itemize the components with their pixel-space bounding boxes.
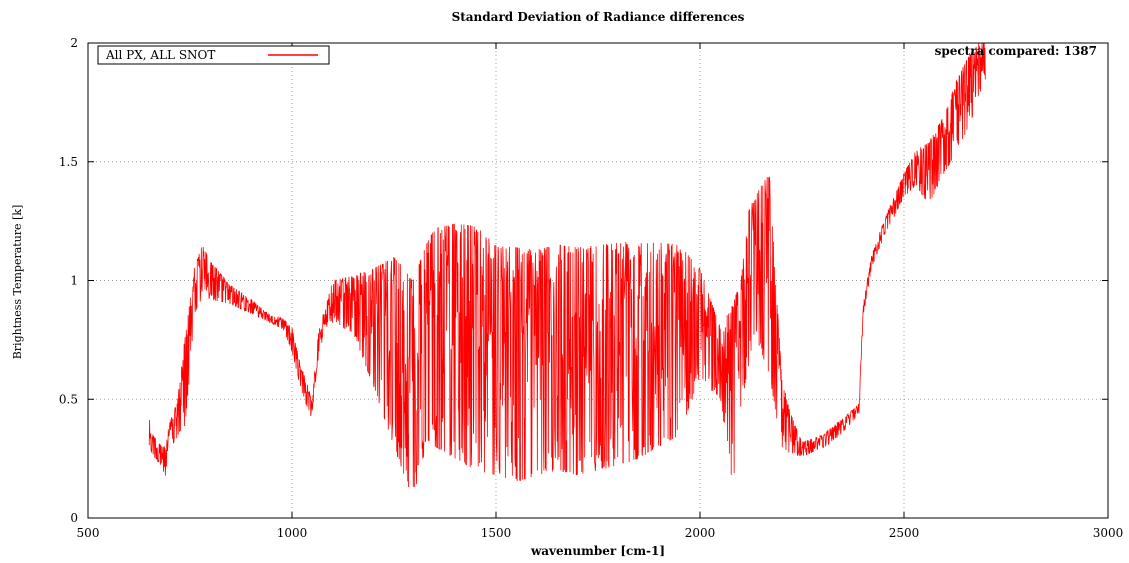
y-tick-label: 1.5 [59, 155, 78, 169]
x-tick-label: 500 [77, 526, 100, 540]
y-tick-label: 2 [70, 36, 78, 50]
y-axis-label: Brightness Temperature [k] [11, 205, 24, 360]
y-tick-label: 0 [70, 511, 78, 525]
x-tick-labels: 500 1000 1500 2000 2500 3000 [77, 526, 1124, 540]
x-tick-label: 1000 [277, 526, 308, 540]
x-tick-label: 1500 [481, 526, 512, 540]
y-tick-label: 0.5 [59, 392, 78, 406]
y-tick-label: 1 [70, 274, 78, 288]
legend-label: All PX, ALL SNOT [105, 48, 215, 62]
legend-box [97, 45, 330, 65]
x-tick-label: 2000 [685, 526, 716, 540]
legend: All PX, ALL SNOT [97, 45, 330, 65]
x-tick-label: 3000 [1093, 526, 1124, 540]
grid [88, 43, 1108, 518]
y-tick-labels: 0 0.5 1 1.5 2 [59, 36, 78, 525]
spectra-count-annotation: spectra compared: 1387 [935, 44, 1097, 58]
chart-title: Standard Deviation of Radiance differenc… [452, 10, 745, 24]
data-line [148, 42, 986, 488]
x-tick-label: 2500 [889, 526, 920, 540]
series-line [148, 42, 986, 488]
x-axis-label: wavenumber [cm-1] [530, 544, 665, 558]
